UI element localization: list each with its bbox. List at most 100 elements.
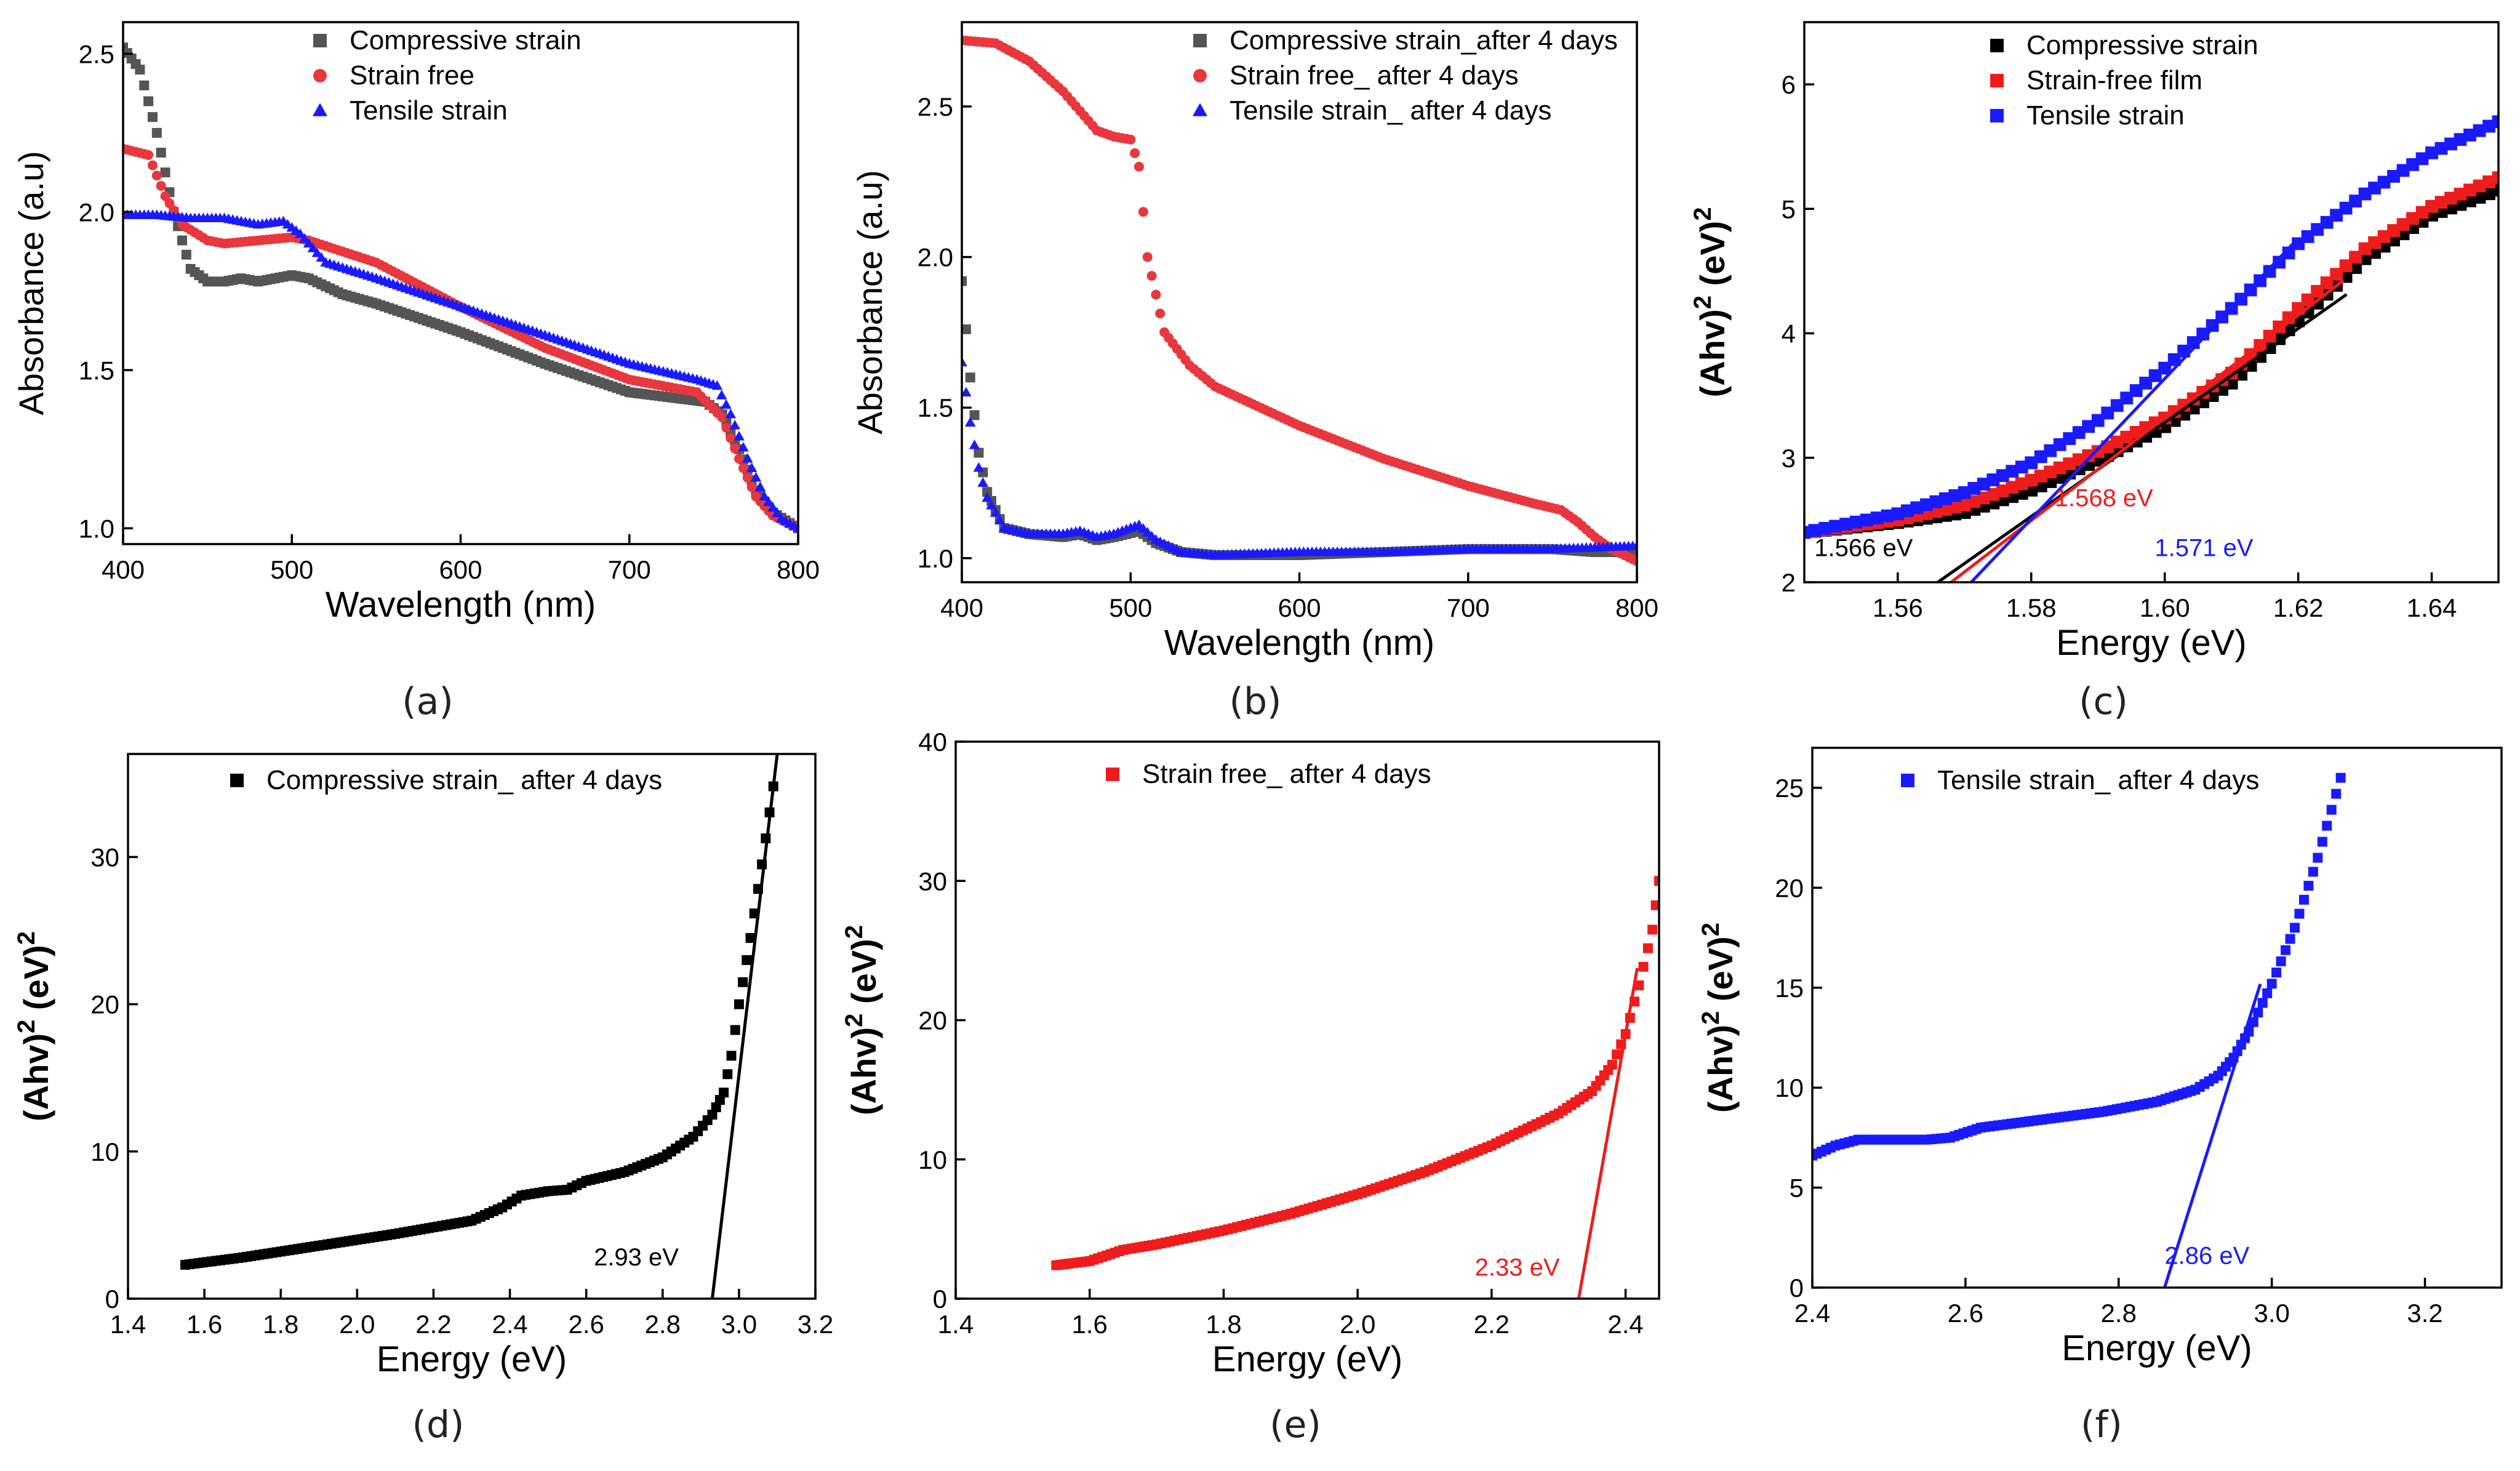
legend-label-b-2: Tensile strain_ after 4 days [1230, 95, 1551, 126]
series-e-0 [1051, 876, 1659, 1270]
data-point-a-1-147 [738, 463, 748, 473]
data-point-a-2-143 [721, 399, 732, 409]
data-point-d-0-124 [719, 1088, 729, 1098]
series-f-0 [1812, 772, 2346, 1161]
data-point-a-0-4 [135, 65, 145, 75]
data-point-a-1-142 [717, 412, 727, 423]
data-point-e-0-128 [1612, 1049, 1622, 1060]
annotation-f-0: 2.86 eV [2164, 1243, 2249, 1270]
fit-line-c-2 [1970, 239, 2298, 582]
legend-label-d-0: Compressive strain_ after 4 days [266, 765, 662, 795]
legend-marker-c-1 [1990, 74, 2004, 87]
data-point-a-2-144 [725, 409, 737, 419]
legend-marker-a-2 [312, 103, 328, 116]
data-point-b-2-2 [964, 417, 976, 427]
data-point-a-0-14 [177, 235, 187, 246]
legend-marker-c-2 [1990, 109, 2004, 122]
x-tick-label-a-4: 800 [777, 555, 820, 584]
legend-label-c-0: Compressive strain [2026, 30, 2258, 60]
data-point-a-0-0 [123, 42, 128, 53]
data-point-a-1-149 [746, 482, 757, 492]
caption-b: (b) [1230, 680, 1282, 723]
data-point-c-2-0 [1804, 526, 1811, 539]
legend-label-a-1: Strain free [350, 60, 474, 90]
data-point-f-0-103 [2257, 998, 2268, 1008]
x-tick-label-e-2: 1.8 [1206, 1310, 1241, 1339]
x-tick-label-d-1: 1.6 [186, 1310, 222, 1339]
data-point-b-0-6 [982, 487, 993, 497]
data-point-c-2-6 [1860, 513, 1873, 527]
x-tick-label-e-3: 2.0 [1340, 1310, 1375, 1339]
x-tick-label-c-2: 1.60 [2140, 593, 2190, 622]
legend-label-f-0: Tensile strain_ after 4 days [1937, 765, 2259, 795]
legend-marker-a-0 [313, 34, 327, 47]
data-point-b-1-41 [1130, 148, 1140, 158]
data-point-b-0-160 [1632, 547, 1637, 558]
data-point-e-0-134 [1638, 961, 1649, 972]
data-point-a-2-154 [767, 502, 778, 512]
data-point-a-1-6 [143, 150, 154, 160]
y-tick-label-b-3: 2.5 [918, 92, 953, 121]
y-axis-label-b: Absorbance (a.u) [850, 170, 889, 435]
legend-marker-b-1 [1193, 69, 1207, 82]
y-tick-label-e-3: 30 [918, 867, 947, 896]
y-tick-label-f-1: 5 [1790, 1174, 1804, 1203]
data-point-f-0-117 [2322, 820, 2332, 831]
data-point-e-0-136 [1647, 924, 1658, 935]
data-point-b-2-160 [1631, 540, 1637, 550]
data-point-a-0-9 [156, 148, 166, 158]
data-point-e-0-133 [1634, 980, 1644, 990]
x-tick-label-d-9: 3.2 [798, 1310, 833, 1339]
series-a-2 [123, 209, 798, 532]
x-tick-label-a-2: 600 [439, 555, 482, 584]
legend-marker-a-1 [313, 69, 327, 82]
x-tick-label-f-2: 2.8 [2101, 1299, 2137, 1328]
y-tick-label-d-0: 0 [105, 1285, 119, 1313]
legend-marker-b-2 [1192, 103, 1208, 116]
data-point-a-0-8 [151, 127, 162, 138]
legend-marker-c-0 [1990, 39, 2004, 52]
data-point-b-0-2 [965, 372, 975, 383]
data-point-a-1-144 [726, 433, 736, 443]
data-point-c-2-8 [1881, 509, 1894, 523]
panel-f-chart: 2.86 eV 2.4 2.6 2.8 3.0 3.2 0 5 10 15 20 25 Energy (… [1697, 747, 2503, 1368]
y-axis-label-a: Absorbance (a.u) [12, 151, 50, 415]
series-b-2 [962, 356, 1637, 559]
data-point-a-2-47 [316, 252, 327, 262]
legend-label-b-1: Strain free_ after 4 days [1230, 60, 1519, 90]
data-point-a-2-148 [742, 453, 753, 463]
x-tick-label-d-4: 2.2 [415, 1310, 451, 1339]
y-tick-label-d-2: 20 [90, 990, 119, 1019]
data-point-d-0-129 [738, 977, 748, 987]
data-point-a-2-153 [763, 496, 774, 507]
data-point-c-2-7 [1870, 511, 1884, 524]
data-point-d-0-125 [722, 1069, 733, 1080]
y-axis-label-c: (Ahv)2 (eV)2 [1689, 207, 1732, 398]
x-tick-label-c-1: 1.58 [2006, 593, 2057, 622]
y-tick-label-c-3: 5 [1782, 194, 1796, 223]
x-tick-label-b-3: 700 [1447, 593, 1490, 622]
x-axis-label-e: Energy (eV) [1212, 1339, 1402, 1379]
data-point-f-0-108 [2281, 945, 2291, 955]
x-tick-label-f-0: 2.4 [1794, 1299, 1830, 1328]
x-tick-label-f-4: 3.2 [2407, 1299, 2442, 1328]
legend-label-c-2: Tensile strain [2026, 100, 2185, 130]
y-axis-label-e: (Ahv)2 (eV)2 [841, 925, 883, 1115]
caption-d: (d) [412, 1403, 465, 1446]
y-tick-label-e-1: 10 [918, 1145, 947, 1174]
data-point-c-2-2 [1818, 521, 1832, 535]
data-point-a-1-12 [169, 205, 179, 215]
caption-a: (a) [402, 680, 454, 723]
data-point-d-0-126 [726, 1051, 737, 1061]
data-point-a-2-150 [750, 471, 762, 482]
data-point-b-2-6 [982, 492, 993, 502]
x-tick-label-b-2: 600 [1278, 593, 1321, 622]
data-point-b-1-43 [1138, 207, 1148, 217]
data-point-e-0-135 [1642, 943, 1653, 953]
data-point-b-2-0 [962, 356, 967, 367]
data-point-e-0-138 [1654, 876, 1659, 886]
data-point-a-2-46 [311, 247, 323, 257]
y-tick-label-f-2: 10 [1775, 1073, 1804, 1102]
annotation-e-0: 2.33 eV [1475, 1254, 1560, 1281]
